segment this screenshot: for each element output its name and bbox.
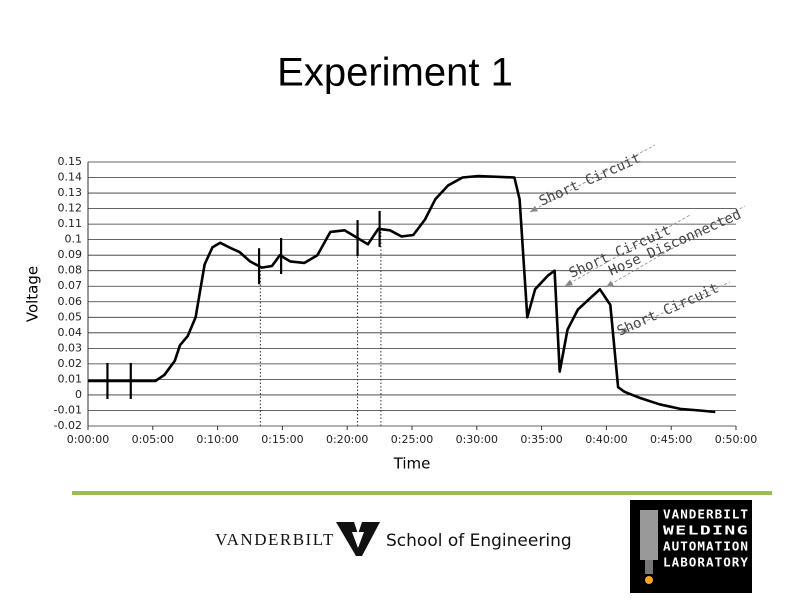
annotation-arrow: [606, 280, 614, 287]
x-axis-title: Time: [393, 455, 431, 473]
annotation-leader: [619, 281, 731, 334]
y-tick-label: 0.08: [58, 264, 83, 277]
y-tick-label: 0.04: [58, 326, 83, 339]
y-axis-title: Voltage: [24, 266, 42, 322]
x-tick-label: 0:30:00: [456, 433, 498, 446]
y-tick-label: 0.07: [58, 279, 83, 292]
data-line: [88, 174, 716, 414]
lab-logo-text: WELDING: [663, 523, 749, 538]
y-tick-label: 0.13: [58, 186, 83, 199]
y-tick-label: 0.01: [58, 372, 83, 385]
x-tick-label: 0:05:00: [132, 433, 174, 446]
annotation: Short Circuit: [537, 150, 644, 209]
y-tick-label: -0.02: [54, 419, 82, 432]
slide-title: Experiment 1: [277, 51, 513, 95]
x-tick-label: 0:40:00: [585, 433, 627, 446]
x-tick-label: 0:00:00: [67, 433, 109, 446]
y-tick-label: 0.12: [58, 202, 83, 215]
x-tick-label: 0:10:00: [196, 433, 238, 446]
chart: -0.02 -0.01 0 0.01 0.02 0.03 0.04 0.05 0.06 0.07 0…: [24, 144, 757, 473]
y-tick-label: 0.09: [58, 248, 83, 261]
annotation-arrow: [530, 205, 538, 212]
annotation-leader: [529, 144, 656, 213]
y-tick-label: 0.05: [58, 310, 83, 323]
y-tick-label: 0.03: [58, 341, 83, 354]
x-tick-label: 0:45:00: [650, 433, 692, 446]
x-tick-label: 0:35:00: [520, 433, 562, 446]
x-tick-label: 0:50:00: [715, 433, 757, 446]
annotation-leader: [605, 205, 746, 288]
lab-logo-text: VANDERBILT: [663, 507, 749, 522]
annotation-arrow: [565, 279, 573, 286]
y-tick-label: 0.1: [65, 233, 83, 246]
x-tick-label: 0:25:00: [391, 433, 433, 446]
annotation: Short Circuit: [615, 280, 722, 339]
university-name: VANDERBILT: [215, 530, 335, 549]
v-logo: [336, 522, 380, 556]
y-tick-label: 0.11: [58, 217, 83, 230]
y-tick-label: 0.14: [58, 171, 83, 184]
annotation-arrow: [620, 327, 628, 333]
lab-logo: [630, 500, 752, 593]
y-tick-label: 0.15: [58, 155, 83, 168]
y-tick-label: 0.06: [58, 295, 83, 308]
y-tick-label: 0.02: [58, 357, 83, 370]
y-tick-label: 0: [75, 388, 82, 401]
x-tick-label: 0:15:00: [261, 433, 303, 446]
lab-logo-text: AUTOMATION: [663, 539, 749, 554]
lab-logo-text: LABORATORY: [663, 555, 749, 570]
annotation-leader: [564, 214, 691, 287]
school-name: School of Engineering: [386, 531, 572, 551]
x-tick-label: 0:20:00: [326, 433, 368, 446]
y-tick-label: -0.01: [54, 403, 82, 416]
